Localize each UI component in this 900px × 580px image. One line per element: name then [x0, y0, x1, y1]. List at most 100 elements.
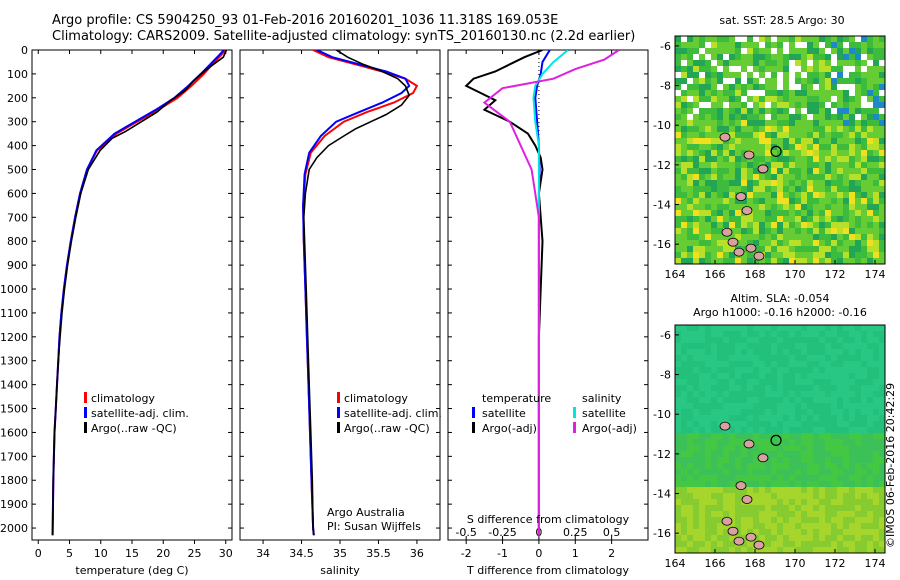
map-cell [735, 42, 741, 48]
map-cell [813, 523, 819, 529]
map-cell [837, 439, 843, 445]
map-cell [855, 258, 861, 264]
map-cell [825, 349, 831, 355]
map-cell [801, 529, 807, 535]
map-cell [741, 541, 747, 547]
map-cell [879, 451, 885, 457]
map-cell [675, 114, 681, 120]
map-cell [711, 439, 717, 445]
map-cell [831, 379, 837, 385]
map-cell [831, 36, 837, 42]
map-cell [825, 192, 831, 198]
map-cell [825, 529, 831, 535]
map-cell [789, 403, 795, 409]
map-cell [777, 385, 783, 391]
map-cell [711, 174, 717, 180]
map-cell [855, 361, 861, 367]
map-cell [717, 246, 723, 252]
map-cell [795, 144, 801, 150]
x-tick-label-s: -0.5 [455, 526, 476, 539]
map-cell [837, 54, 843, 60]
map-cell [873, 541, 879, 547]
map-cell [675, 144, 681, 150]
map-cell [741, 114, 747, 120]
map-cell [681, 90, 687, 96]
map-cell [813, 457, 819, 463]
map-cell [777, 343, 783, 349]
map-cell [717, 547, 723, 553]
map-cell [867, 156, 873, 162]
map-cell [717, 397, 723, 403]
island-shape [753, 251, 765, 261]
map-cell [675, 174, 681, 180]
map-cell [741, 433, 747, 439]
map-cell [873, 234, 879, 240]
map-cell [711, 547, 717, 553]
map-cell [705, 246, 711, 252]
map-cell [795, 469, 801, 475]
map-cell [867, 108, 873, 114]
map-cell [759, 126, 765, 132]
map-cell [873, 138, 879, 144]
map-cell [789, 445, 795, 451]
map-cell [801, 379, 807, 385]
map-cell [735, 409, 741, 415]
map-cell [711, 523, 717, 529]
map-cell [813, 234, 819, 240]
map-cell [741, 198, 747, 204]
map-cell [867, 433, 873, 439]
map-cell [705, 541, 711, 547]
map-cell [873, 463, 879, 469]
map-cell [873, 433, 879, 439]
map-cell [675, 445, 681, 451]
map-cell [687, 246, 693, 252]
map-cell [831, 439, 837, 445]
map-cell [807, 331, 813, 337]
map-cell [879, 391, 885, 397]
map-cell [873, 403, 879, 409]
map-cell [837, 391, 843, 397]
map-cell [843, 385, 849, 391]
map-cell [849, 487, 855, 493]
map-cell [789, 36, 795, 42]
map-cell [795, 367, 801, 373]
map-cell [729, 349, 735, 355]
map-cell [801, 331, 807, 337]
map-cell [759, 228, 765, 234]
map-cell [699, 487, 705, 493]
map-cell [753, 48, 759, 54]
map-cell [861, 36, 867, 42]
map-cell [717, 204, 723, 210]
map-cell [783, 397, 789, 403]
map-cell [795, 54, 801, 60]
map-cell [789, 427, 795, 433]
map-cell [843, 216, 849, 222]
map-cell [699, 547, 705, 553]
map-cell [717, 325, 723, 331]
map-cell [801, 427, 807, 433]
map-cell [687, 210, 693, 216]
map-cell [861, 204, 867, 210]
map-cell [795, 343, 801, 349]
map-cell [753, 403, 759, 409]
map-cell [783, 361, 789, 367]
map-cell [873, 325, 879, 331]
map-cell [849, 337, 855, 343]
map-cell [705, 192, 711, 198]
map-cell [717, 355, 723, 361]
map-cell [873, 114, 879, 120]
map-cell [801, 493, 807, 499]
map-cell [687, 216, 693, 222]
map-cell [783, 433, 789, 439]
map-cell [717, 481, 723, 487]
map-title: Altim. SLA: -0.054 [730, 292, 829, 305]
map-cell [699, 481, 705, 487]
map-cell [873, 415, 879, 421]
map-cell [801, 463, 807, 469]
map-cell [759, 535, 765, 541]
map-cell [777, 391, 783, 397]
map-cell [789, 391, 795, 397]
map-cell [717, 36, 723, 42]
map-cell [699, 511, 705, 517]
map-cell [795, 180, 801, 186]
